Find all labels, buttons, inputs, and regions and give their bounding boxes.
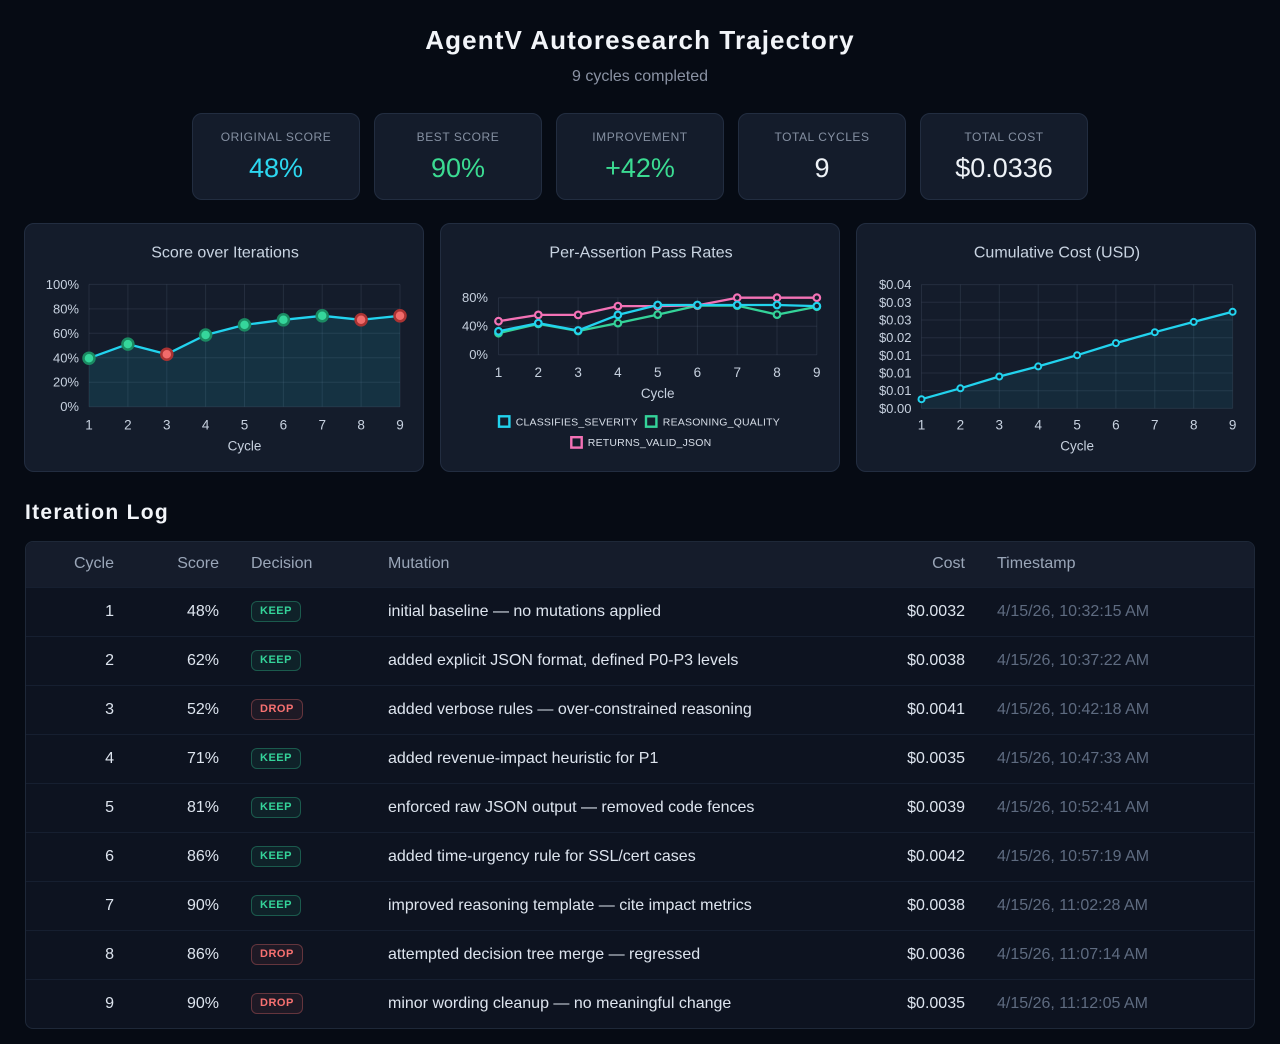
svg-text:5: 5 [654,365,662,380]
svg-text:5: 5 [1073,418,1081,433]
svg-text:80%: 80% [462,290,488,305]
svg-text:40%: 40% [53,350,79,365]
svg-text:Cycle: Cycle [228,439,262,454]
svg-text:7: 7 [1151,418,1159,433]
svg-text:6: 6 [694,365,702,380]
svg-text:Cycle: Cycle [641,386,675,401]
svg-text:$0.03: $0.03 [879,295,912,310]
svg-text:100%: 100% [46,277,80,292]
svg-text:9: 9 [396,418,404,433]
svg-text:2: 2 [124,418,132,433]
svg-text:9: 9 [1229,418,1237,433]
svg-text:6: 6 [280,418,288,433]
svg-text:$0.01: $0.01 [879,366,912,381]
svg-text:Cycle: Cycle [1060,439,1094,454]
svg-text:3: 3 [574,365,582,380]
svg-text:2: 2 [957,418,965,433]
svg-text:1: 1 [495,365,503,380]
svg-text:$0.02: $0.02 [879,330,912,345]
svg-text:40%: 40% [462,319,488,334]
svg-text:1: 1 [85,418,93,433]
svg-text:4: 4 [202,418,210,433]
svg-text:60%: 60% [53,326,79,341]
svg-text:$0.01: $0.01 [879,348,912,363]
svg-text:Score over Iterations: Score over Iterations [151,245,299,262]
svg-text:4: 4 [1034,418,1042,433]
svg-text:0%: 0% [469,347,488,362]
svg-text:8: 8 [357,418,365,433]
svg-text:RETURNS_VALID_JSON: RETURNS_VALID_JSON [588,437,712,449]
svg-text:8: 8 [1190,418,1198,433]
svg-text:7: 7 [733,365,741,380]
svg-text:0%: 0% [60,399,79,414]
svg-text:5: 5 [241,418,249,433]
svg-text:4: 4 [614,365,622,380]
svg-text:Per-Assertion Pass Rates: Per-Assertion Pass Rates [549,245,732,262]
svg-text:80%: 80% [53,301,79,316]
svg-text:1: 1 [918,418,926,433]
svg-text:$0.01: $0.01 [879,383,912,398]
svg-text:$0.03: $0.03 [879,313,912,328]
svg-text:$0.04: $0.04 [879,277,912,292]
svg-text:20%: 20% [53,375,79,390]
svg-text:9: 9 [813,365,821,380]
svg-text:2: 2 [535,365,543,380]
svg-text:$0.00: $0.00 [879,401,912,416]
svg-text:REASONING_QUALITY: REASONING_QUALITY [663,416,780,428]
svg-text:8: 8 [773,365,781,380]
svg-text:6: 6 [1112,418,1120,433]
svg-text:CLASSIFIES_SEVERITY: CLASSIFIES_SEVERITY [516,416,638,428]
svg-text:3: 3 [163,418,171,433]
svg-text:3: 3 [996,418,1004,433]
svg-text:Cumulative Cost (USD): Cumulative Cost (USD) [974,245,1140,262]
svg-text:7: 7 [318,418,326,433]
